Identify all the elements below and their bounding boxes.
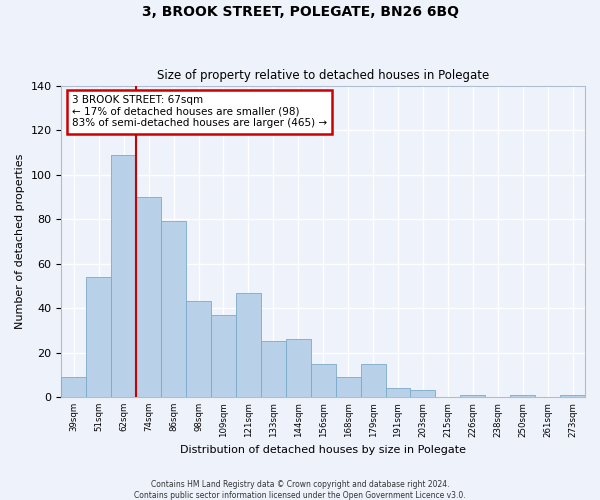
Bar	[61, 377, 86, 397]
Bar	[460, 394, 485, 397]
Bar	[410, 390, 436, 397]
Bar	[111, 155, 136, 397]
Title: Size of property relative to detached houses in Polegate: Size of property relative to detached ho…	[157, 69, 490, 82]
Bar	[560, 394, 585, 397]
Bar	[286, 339, 311, 397]
Bar	[510, 394, 535, 397]
Bar	[211, 314, 236, 397]
Text: 3 BROOK STREET: 67sqm
← 17% of detached houses are smaller (98)
83% of semi-deta: 3 BROOK STREET: 67sqm ← 17% of detached …	[72, 96, 327, 128]
Bar	[86, 277, 111, 397]
Bar	[361, 364, 386, 397]
Bar	[386, 388, 410, 397]
Bar	[161, 222, 186, 397]
Text: Contains HM Land Registry data © Crown copyright and database right 2024.
Contai: Contains HM Land Registry data © Crown c…	[134, 480, 466, 500]
Bar	[186, 302, 211, 397]
Bar	[136, 197, 161, 397]
Bar	[311, 364, 335, 397]
Y-axis label: Number of detached properties: Number of detached properties	[15, 154, 25, 329]
Bar	[236, 292, 261, 397]
X-axis label: Distribution of detached houses by size in Polegate: Distribution of detached houses by size …	[180, 445, 466, 455]
Bar	[261, 342, 286, 397]
Bar	[335, 377, 361, 397]
Text: 3, BROOK STREET, POLEGATE, BN26 6BQ: 3, BROOK STREET, POLEGATE, BN26 6BQ	[142, 5, 458, 19]
